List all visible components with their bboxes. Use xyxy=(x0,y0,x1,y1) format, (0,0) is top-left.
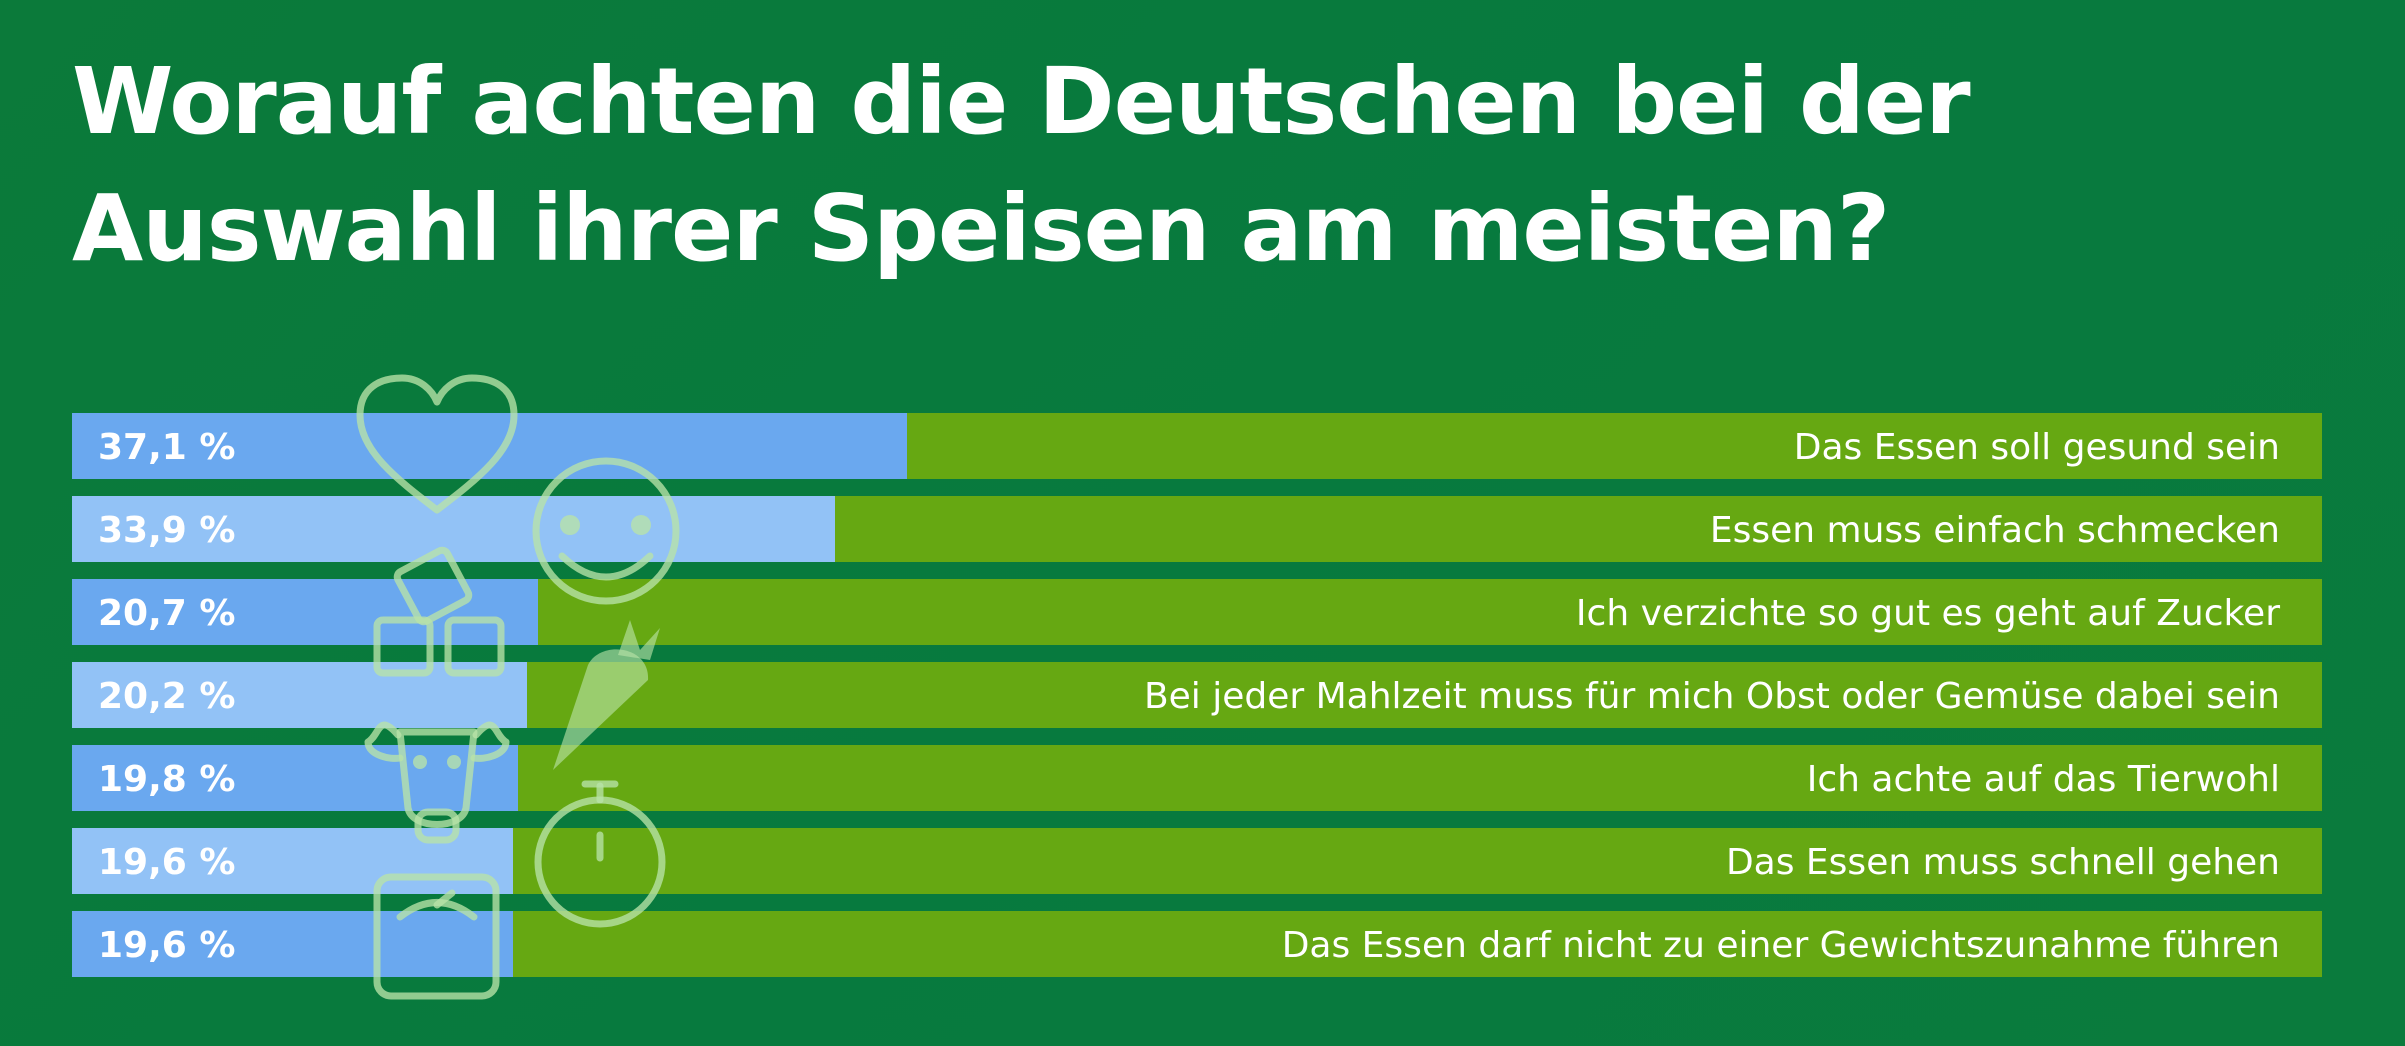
bar xyxy=(72,911,513,977)
sugar-cubes-icon xyxy=(373,546,505,677)
category-label: Das Essen muss schnell gehen xyxy=(1726,842,2280,883)
carrot-icon xyxy=(553,620,660,770)
category-label: Essen muss einfach schmecken xyxy=(1710,510,2280,551)
value-label: 19,6 % xyxy=(98,925,235,966)
bar xyxy=(72,745,518,811)
stopwatch-icon xyxy=(534,780,666,928)
bar xyxy=(72,579,538,645)
category-label: Ich verzichte so gut es geht auf Zucker xyxy=(1576,593,2280,634)
scale-icon xyxy=(373,873,500,1000)
heart-icon xyxy=(356,374,518,514)
chart-title-line-2: Auswahl ihrer Speisen am meisten? xyxy=(72,175,1890,282)
smiley-icon xyxy=(532,457,680,605)
cow-icon xyxy=(364,721,510,844)
category-label: Das Essen darf nicht zu einer Gewichtszu… xyxy=(1282,925,2280,966)
category-label: Das Essen soll gesund sein xyxy=(1794,427,2280,468)
value-label: 20,7 % xyxy=(98,593,235,634)
category-label: Bei jeder Mahlzeit muss für mich Obst od… xyxy=(1144,676,2280,717)
value-label: 37,1 % xyxy=(98,427,235,468)
bar xyxy=(72,496,835,562)
value-label: 20,2 % xyxy=(98,676,235,717)
value-label: 33,9 % xyxy=(98,510,235,551)
value-label: 19,8 % xyxy=(98,759,235,800)
chart-title-line-1: Worauf achten die Deutschen bei der xyxy=(72,48,1971,155)
value-label: 19,6 % xyxy=(98,842,235,883)
category-label: Ich achte auf das Tierwohl xyxy=(1807,759,2280,800)
